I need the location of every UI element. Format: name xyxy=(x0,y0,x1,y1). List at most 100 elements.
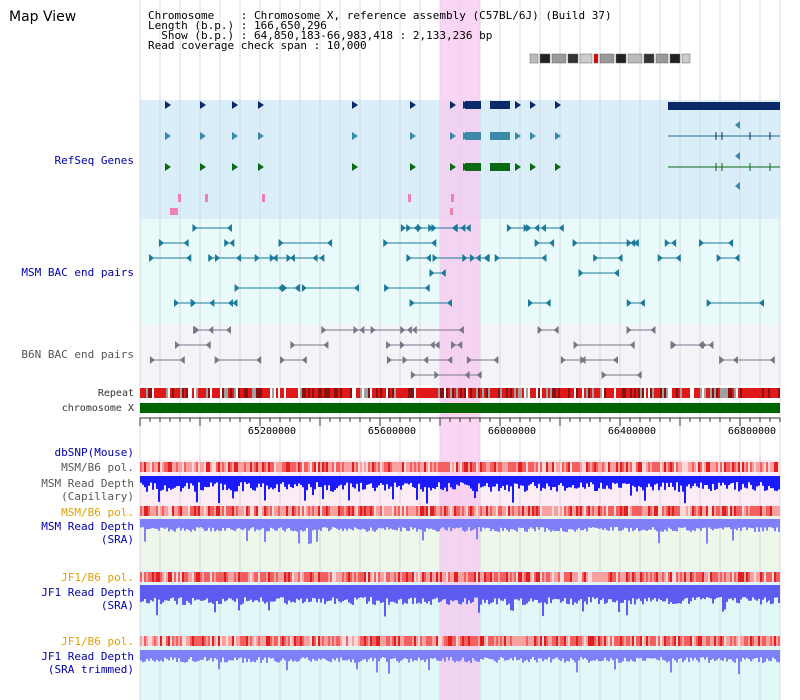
read-depth-bin xyxy=(286,650,288,671)
polymorphism-bin xyxy=(210,506,212,516)
polymorphism-bin xyxy=(486,506,488,516)
read-depth-bin xyxy=(614,519,616,528)
read-depth-bin xyxy=(564,476,566,491)
polymorphism-bin xyxy=(172,506,174,516)
read-depth-bin xyxy=(200,476,202,491)
read-depth-bin xyxy=(316,519,318,542)
repeat-block xyxy=(534,388,536,398)
repeat-block xyxy=(184,388,186,398)
polymorphism-bin xyxy=(458,506,460,516)
repeat-block xyxy=(306,388,308,398)
repeat-block xyxy=(168,388,170,398)
track-label-refseq[interactable]: RefSeq Genes xyxy=(54,154,134,167)
jf1-trim-line1: JF1 Read Depth xyxy=(41,650,134,663)
polymorphism-bin xyxy=(730,462,732,472)
track-label-msm-depth-sra[interactable]: MSM Read Depth (SRA) xyxy=(41,520,134,546)
track-label-jf1-depth-trimmed[interactable]: JF1 Read Depth (SRA trimmed) xyxy=(41,650,134,676)
read-depth-bin xyxy=(244,585,246,598)
read-depth-bin xyxy=(142,650,144,663)
repeat-block xyxy=(630,388,632,398)
polymorphism-bin xyxy=(594,506,596,516)
polymorphism-bin xyxy=(394,506,396,516)
polymorphism-bin xyxy=(376,572,378,582)
track-label-msm-bac[interactable]: MSM BAC end pairs xyxy=(21,266,134,279)
read-depth-bin xyxy=(374,519,376,532)
bac-end xyxy=(424,284,430,292)
polymorphism-bin xyxy=(764,636,766,646)
read-depth-bin xyxy=(430,650,432,659)
polymorphism-bin xyxy=(226,636,228,646)
polymorphism-bin xyxy=(410,506,412,516)
read-depth-bin xyxy=(462,519,464,531)
repeat-block xyxy=(146,388,148,398)
read-depth-bin xyxy=(224,519,226,531)
read-depth-bin xyxy=(218,650,220,670)
polymorphism-bin xyxy=(562,636,564,646)
read-depth-bin xyxy=(634,650,636,662)
polymorphism-bin xyxy=(166,572,168,582)
polymorphism-bin xyxy=(614,572,616,582)
polymorphism-bin xyxy=(738,572,740,582)
track-label-dbsnp[interactable]: dbSNP(Mouse) xyxy=(54,446,134,459)
read-depth-bin xyxy=(576,650,578,673)
read-depth-bin xyxy=(320,585,322,603)
polymorphism-bin xyxy=(206,506,208,516)
repeat-block xyxy=(532,388,534,398)
read-depth-bin xyxy=(722,476,724,483)
read-depth-bin xyxy=(408,519,410,531)
repeat-block xyxy=(206,388,208,398)
read-depth-bin xyxy=(480,476,482,488)
polymorphism-bin xyxy=(286,462,288,472)
polymorphism-bin xyxy=(212,462,214,472)
read-depth-bin xyxy=(564,650,566,663)
polymorphism-bin xyxy=(210,636,212,646)
polymorphism-bin xyxy=(326,636,328,646)
read-depth-bin xyxy=(562,519,564,532)
repeat-block xyxy=(358,388,360,398)
polymorphism-bin xyxy=(280,636,282,646)
read-depth-bin xyxy=(768,585,770,601)
read-depth-bin xyxy=(510,476,512,487)
read-depth-bin xyxy=(148,519,150,530)
repeat-block xyxy=(262,388,264,398)
repeat-block xyxy=(470,388,472,398)
polymorphism-bin xyxy=(358,572,360,582)
polymorphism-bin xyxy=(556,506,558,516)
polymorphism-bin xyxy=(410,572,412,582)
polymorphism-bin xyxy=(650,506,652,516)
read-depth-bin xyxy=(650,476,652,487)
polymorphism-bin xyxy=(700,506,702,516)
track-label-msm-pol-1[interactable]: MSM/B6 pol. xyxy=(61,461,134,474)
read-depth-bin xyxy=(184,476,186,487)
polymorphism-bin xyxy=(374,462,376,472)
read-depth-bin xyxy=(586,476,588,484)
read-depth-bin xyxy=(492,650,494,660)
read-depth-bin xyxy=(634,519,636,530)
track-label-msm-pol-2[interactable]: MSM/B6 pol. xyxy=(61,506,134,519)
read-depth-bin xyxy=(638,476,640,487)
polymorphism-bin xyxy=(608,506,610,516)
read-depth-bin xyxy=(428,585,430,602)
read-depth-bin xyxy=(618,585,620,613)
polymorphism-bin xyxy=(186,506,188,516)
read-depth-bin xyxy=(418,519,420,530)
read-depth-bin xyxy=(484,650,486,658)
read-depth-bin xyxy=(518,476,520,489)
track-label-msm-depth-capillary[interactable]: MSM Read Depth (Capillary) xyxy=(41,477,134,503)
track-label-jf1-pol-1[interactable]: JF1/B6 pol. xyxy=(61,571,134,584)
repeat-block xyxy=(700,388,702,398)
polymorphism-bin xyxy=(226,462,228,472)
read-depth-bin xyxy=(294,519,296,531)
bac-end xyxy=(174,299,180,307)
read-depth-bin xyxy=(322,519,324,528)
bac-end xyxy=(191,299,197,307)
read-depth-bin xyxy=(412,585,414,605)
track-label-jf1-pol-2[interactable]: JF1/B6 pol. xyxy=(61,635,134,648)
read-depth-bin xyxy=(682,585,684,601)
polymorphism-bin xyxy=(650,462,652,472)
polymorphism-bin xyxy=(302,572,304,582)
read-depth-bin xyxy=(752,585,754,598)
track-label-jf1-depth[interactable]: JF1 Read Depth (SRA) xyxy=(41,586,134,612)
track-label-b6n-bac[interactable]: B6N BAC end pairs xyxy=(21,348,134,361)
